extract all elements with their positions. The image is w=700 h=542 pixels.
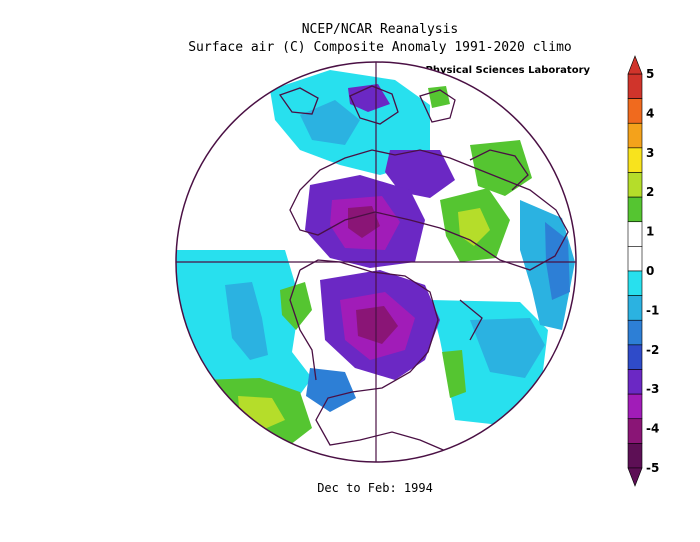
colorbar-swatch bbox=[627, 295, 643, 321]
colorbar-tick-label: 5 bbox=[646, 67, 654, 81]
colorbar-swatch bbox=[627, 196, 643, 223]
anomaly-siberia-purple bbox=[385, 150, 455, 198]
anomaly-arctic-blue bbox=[300, 100, 360, 145]
colorbar-tick-label: 3 bbox=[646, 146, 654, 160]
anomaly-arctic-purple bbox=[348, 84, 390, 112]
anomaly-atlantic-blue bbox=[470, 318, 545, 378]
anomaly-warm-atlantic bbox=[442, 350, 466, 398]
anomaly-asia-deep bbox=[348, 206, 380, 238]
colorbar-swatch bbox=[627, 221, 643, 247]
coastlines bbox=[278, 85, 569, 453]
credit-label: NOAA Physical Sciences Laboratory bbox=[390, 65, 591, 76]
colorbar-swatch bbox=[627, 122, 643, 149]
colorbar-tick-label: -5 bbox=[646, 461, 659, 475]
colorbar-swatch bbox=[627, 393, 643, 420]
colorbar: 5 4 3 2 1 0 -1 -2 -3 -4 -5 bbox=[627, 55, 659, 487]
chart-title: NCEP/NCAR Reanalysis bbox=[301, 22, 459, 37]
colorbar-tick-label: 2 bbox=[646, 185, 654, 199]
colorbar-swatch bbox=[627, 344, 643, 370]
period-label: Dec to Feb: 1994 bbox=[317, 481, 433, 495]
colorbar-swatch bbox=[627, 270, 643, 296]
anomaly-warm-eurasia-core bbox=[458, 208, 490, 246]
colorbar-tick-label: -2 bbox=[646, 343, 659, 357]
colorbar-tick-label: -4 bbox=[646, 422, 659, 436]
anomaly-namerica-deep bbox=[356, 306, 398, 344]
colorbar-tick-label: 1 bbox=[646, 225, 654, 239]
colorbar-swatch bbox=[627, 73, 643, 99]
colorbar-min-arrow bbox=[627, 467, 643, 487]
anomaly-europe-blue bbox=[545, 222, 570, 300]
colorbar-swatch bbox=[627, 418, 643, 444]
colorbar-swatch bbox=[627, 369, 643, 395]
colorbar-swatch bbox=[627, 319, 643, 346]
colorbar-swatch bbox=[627, 147, 643, 173]
colorbar-tick-label: -1 bbox=[646, 303, 659, 317]
colorbar-swatch bbox=[627, 98, 643, 124]
colorbar-swatch bbox=[627, 246, 643, 272]
colorbar-tick-label: -3 bbox=[646, 382, 659, 396]
colorbar-swatch bbox=[627, 172, 643, 198]
anomaly-warm-east bbox=[470, 140, 532, 196]
anomaly-pacific-blue bbox=[225, 282, 268, 360]
colorbar-swatch bbox=[627, 443, 643, 469]
anomaly-warm-alaska bbox=[280, 282, 312, 330]
colorbar-max-arrow bbox=[627, 55, 643, 75]
colorbar-tick-label: 0 bbox=[646, 264, 654, 278]
anomaly-namerica-fringe bbox=[306, 368, 356, 412]
colorbar-tick-label: 4 bbox=[646, 106, 654, 120]
chart-subtitle: Surface air (C) Composite Anomaly 1991-2… bbox=[188, 40, 572, 55]
